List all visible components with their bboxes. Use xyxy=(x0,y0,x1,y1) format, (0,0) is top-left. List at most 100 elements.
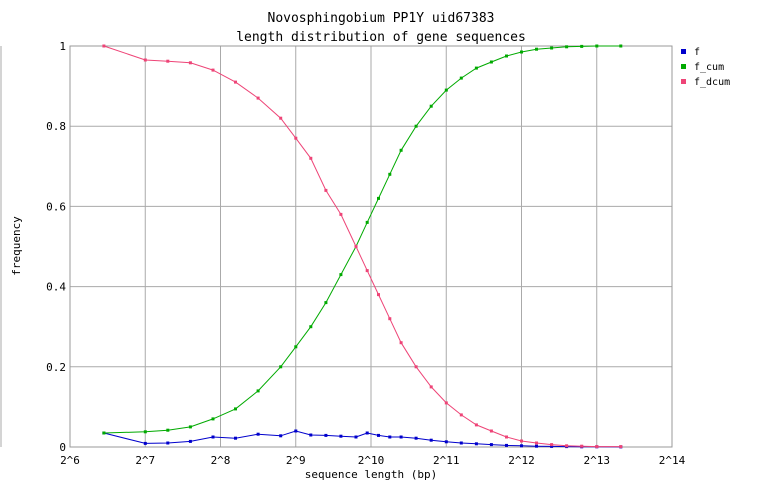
data-point-f_cum xyxy=(459,76,463,80)
x-tick-label: 2^8 xyxy=(211,454,231,467)
data-point-f_dcum xyxy=(234,80,237,84)
data-point-f_cum xyxy=(474,66,478,70)
x-tick-label: 2^11 xyxy=(433,454,460,467)
data-point-f_cum xyxy=(279,365,283,369)
data-point-f_dcum xyxy=(339,212,343,216)
x-tick-label: 2^7 xyxy=(135,454,155,467)
data-point-f_dcum xyxy=(535,441,538,445)
data-point-f_dcum xyxy=(309,156,313,160)
data-point-f xyxy=(459,441,463,445)
series-line-f xyxy=(103,430,621,448)
data-point-f_dcum xyxy=(565,444,569,448)
x-tick-label: 2^9 xyxy=(286,454,306,467)
legend-label-f_dcum: f_dcum xyxy=(694,77,730,88)
data-point-f_dcum xyxy=(377,293,380,297)
series-line-f_cum xyxy=(103,45,621,434)
data-point-f_dcum xyxy=(365,269,369,273)
data-point-f_dcum xyxy=(595,445,599,449)
data-point-f xyxy=(309,433,313,437)
data-point-f_dcum xyxy=(474,423,478,427)
data-point-f_cum xyxy=(489,60,493,64)
grid xyxy=(69,45,673,448)
data-point-f xyxy=(399,435,403,439)
data-point-f_dcum xyxy=(188,61,192,65)
data-point-f_cum xyxy=(565,45,569,49)
data-point-f xyxy=(354,435,358,439)
data-point-f_cum xyxy=(619,44,623,48)
data-point-f_dcum xyxy=(489,429,493,433)
data-point-f xyxy=(188,439,192,443)
x-tick-label: 2^14 xyxy=(659,454,686,467)
data-point-f_cum xyxy=(444,88,448,92)
data-point-f xyxy=(550,444,554,448)
chart-title-line-1: Novosphingobium PP1Y uid67383 xyxy=(268,11,495,26)
data-point-f_cum xyxy=(234,407,237,411)
data-point-f xyxy=(166,441,170,445)
data-point-f_cum xyxy=(520,50,523,54)
data-point-f_dcum xyxy=(166,59,170,63)
x-tick-label: 2^6 xyxy=(60,454,80,467)
data-point-f_cum xyxy=(339,273,343,277)
y-tick-label: 0.2 xyxy=(46,361,66,374)
legend-marker-f xyxy=(681,49,686,54)
data-point-f xyxy=(520,444,523,448)
y-tick-label: 0.4 xyxy=(46,281,66,294)
legend-label-f_cum: f_cum xyxy=(694,62,724,73)
data-point-f xyxy=(234,436,237,440)
data-point-f_dcum xyxy=(429,385,433,389)
data-point-f_cum xyxy=(166,428,170,432)
data-point-f_dcum xyxy=(505,435,508,439)
data-point-f_dcum xyxy=(102,44,106,48)
data-point-f_dcum xyxy=(324,188,328,192)
data-point-f_dcum xyxy=(459,413,463,417)
data-point-f_cum xyxy=(550,46,554,50)
plot-frame xyxy=(69,45,673,448)
data-point-f xyxy=(489,443,493,447)
x-axis-label: sequence length (bp) xyxy=(305,468,437,481)
data-point-f xyxy=(474,442,478,446)
data-point-f xyxy=(377,433,380,437)
data-point-f_dcum xyxy=(619,445,623,449)
data-point-f_cum xyxy=(365,220,369,224)
legend-marker-f_cum xyxy=(681,64,686,69)
data-point-f xyxy=(535,444,538,448)
data-point-f xyxy=(256,432,260,436)
data-point-f_dcum xyxy=(279,116,283,120)
data-point-f_dcum xyxy=(550,443,554,447)
data-point-f_cum xyxy=(211,417,215,421)
data-point-f_dcum xyxy=(256,96,260,100)
x-tick-label: 2^12 xyxy=(508,454,535,467)
data-point-f_cum xyxy=(309,325,313,329)
y-tick-label: 0.8 xyxy=(46,120,66,133)
data-point-f_cum xyxy=(324,301,328,305)
series-layer xyxy=(102,44,623,449)
data-point-f_cum xyxy=(388,172,392,176)
y-tick-label: 0 xyxy=(59,441,66,454)
legend-marker-f_dcum xyxy=(681,79,686,84)
data-point-f_cum xyxy=(256,389,260,393)
data-point-f_cum xyxy=(595,44,599,48)
data-point-f xyxy=(143,441,147,445)
data-point-f_cum xyxy=(429,104,433,108)
data-point-f xyxy=(294,429,298,433)
y-tick-label: 1 xyxy=(59,40,66,53)
data-point-f xyxy=(365,431,369,435)
data-point-f xyxy=(279,434,283,438)
data-point-f xyxy=(339,434,343,438)
data-point-f_cum xyxy=(414,124,418,128)
x-tick-label: 2^10 xyxy=(358,454,385,467)
data-point-f xyxy=(444,440,448,444)
data-point-f_dcum xyxy=(388,317,392,321)
legend-label-f: f xyxy=(694,47,700,58)
data-point-f_dcum xyxy=(143,58,147,62)
data-point-f_dcum xyxy=(520,439,523,443)
legend: f f_cum f_dcum xyxy=(681,47,730,88)
data-point-f_cum xyxy=(535,47,538,51)
data-point-f xyxy=(429,438,433,442)
data-point-f_dcum xyxy=(211,68,215,72)
y-tick-label: 0.6 xyxy=(46,200,66,213)
data-point-f_dcum xyxy=(399,341,403,345)
data-point-f xyxy=(414,436,418,440)
data-point-f_dcum xyxy=(354,245,358,248)
